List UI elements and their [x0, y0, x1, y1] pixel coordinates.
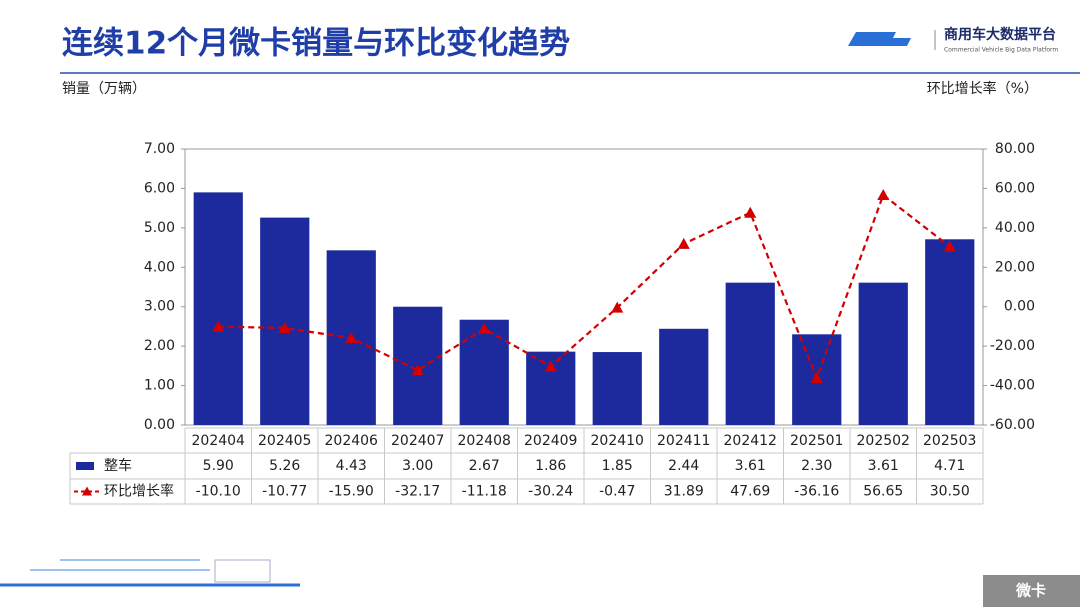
table-value: 2.30	[801, 458, 832, 474]
x-tick-label: 202411	[657, 433, 710, 449]
x-tick-label: 202404	[192, 433, 246, 449]
y2-tick-label: 80.00	[995, 141, 1035, 157]
bar	[725, 282, 775, 425]
footer-tag: 微卡	[1015, 582, 1046, 600]
table-value: 3.61	[735, 458, 766, 474]
marker	[744, 206, 757, 218]
table-value: 3.61	[868, 458, 899, 474]
legend-swatch	[82, 486, 92, 496]
x-tick-label: 202501	[790, 433, 843, 449]
y-tick-label: 0.00	[144, 417, 175, 433]
logo-icon	[848, 32, 911, 46]
y-tick-label: 1.00	[144, 378, 175, 394]
table-value: 56.65	[863, 484, 903, 500]
legend-label: 整车	[104, 457, 132, 474]
marker	[943, 240, 956, 252]
marker	[544, 360, 557, 372]
y-tick-label: 4.00	[144, 259, 175, 275]
y2-tick-label: 20.00	[995, 259, 1035, 275]
bar	[459, 319, 509, 425]
line	[218, 193, 951, 382]
legend-label: 环比增长率	[104, 483, 174, 500]
x-tick-label: 202410	[591, 433, 644, 449]
table-value: 3.00	[402, 458, 433, 474]
x-tick-label: 202409	[524, 433, 577, 449]
table-value: 5.90	[203, 458, 234, 474]
y2-axis-label: 环比增长率（%）	[927, 80, 1038, 97]
footer-tag-box	[983, 575, 1080, 607]
page-title: 连续12个月微卡销量与环比变化趋势	[62, 26, 570, 62]
table-value: 1.86	[535, 458, 566, 474]
marker	[677, 237, 690, 249]
bar	[925, 239, 975, 425]
table-value: -0.47	[599, 484, 635, 500]
table-value: -11.18	[462, 484, 507, 500]
table-value: -15.90	[329, 484, 374, 500]
table-value: -36.16	[794, 484, 839, 500]
table-value: 31.89	[664, 484, 704, 500]
y2-tick-label: 40.00	[995, 220, 1035, 236]
logo-subtitle: Commercial Vehicle Big Data Platform	[944, 47, 1058, 54]
table-value: -30.24	[528, 484, 573, 500]
table-value: 2.44	[668, 458, 699, 474]
y2-tick-label: -20.00	[990, 338, 1035, 354]
x-tick-label: 202407	[391, 433, 444, 449]
legend-swatch	[76, 462, 94, 470]
marker	[877, 189, 890, 201]
x-tick-label: 202412	[724, 433, 777, 449]
plot-frame	[184, 148, 984, 426]
bar	[858, 282, 908, 425]
y-tick-label: 2.00	[144, 338, 175, 354]
table-value: 5.26	[269, 458, 300, 474]
marker	[810, 372, 823, 384]
y2-tick-label: 60.00	[995, 180, 1035, 196]
y-axis-label: 销量（万辆）	[62, 81, 146, 97]
y2-tick-label: 0.00	[1004, 299, 1035, 315]
y-tick-label: 5.00	[144, 220, 175, 236]
marker	[611, 301, 624, 313]
x-tick-label: 202408	[458, 433, 511, 449]
bar	[260, 217, 310, 425]
logo-text: 商用车大数据平台	[944, 26, 1056, 43]
bar	[592, 352, 642, 425]
marker	[212, 320, 225, 332]
decoration	[0, 559, 300, 587]
bar	[659, 328, 709, 425]
table-value: -10.77	[262, 484, 307, 500]
x-tick-label: 202405	[258, 433, 311, 449]
table-value: -10.10	[196, 484, 241, 500]
table-value: 2.67	[469, 458, 500, 474]
y-tick-label: 6.00	[144, 180, 175, 196]
y2-tick-label: -60.00	[990, 417, 1035, 433]
y-tick-label: 7.00	[144, 141, 175, 157]
table-value: 30.50	[930, 484, 970, 500]
table-value: 1.85	[602, 458, 633, 474]
x-tick-label: 202406	[325, 433, 379, 449]
x-tick-label: 202503	[923, 433, 976, 449]
marker	[345, 332, 358, 344]
x-tick-label: 202502	[857, 433, 910, 449]
table-value: 4.71	[934, 458, 965, 474]
table-value: -32.17	[395, 484, 440, 500]
y2-tick-label: -40.00	[990, 378, 1035, 394]
marker	[478, 322, 491, 334]
table-value: 47.69	[730, 484, 770, 500]
y-tick-label: 3.00	[144, 299, 175, 315]
table-value: 4.43	[336, 458, 367, 474]
marker	[411, 364, 424, 376]
bar	[193, 192, 243, 425]
marker	[278, 321, 291, 333]
